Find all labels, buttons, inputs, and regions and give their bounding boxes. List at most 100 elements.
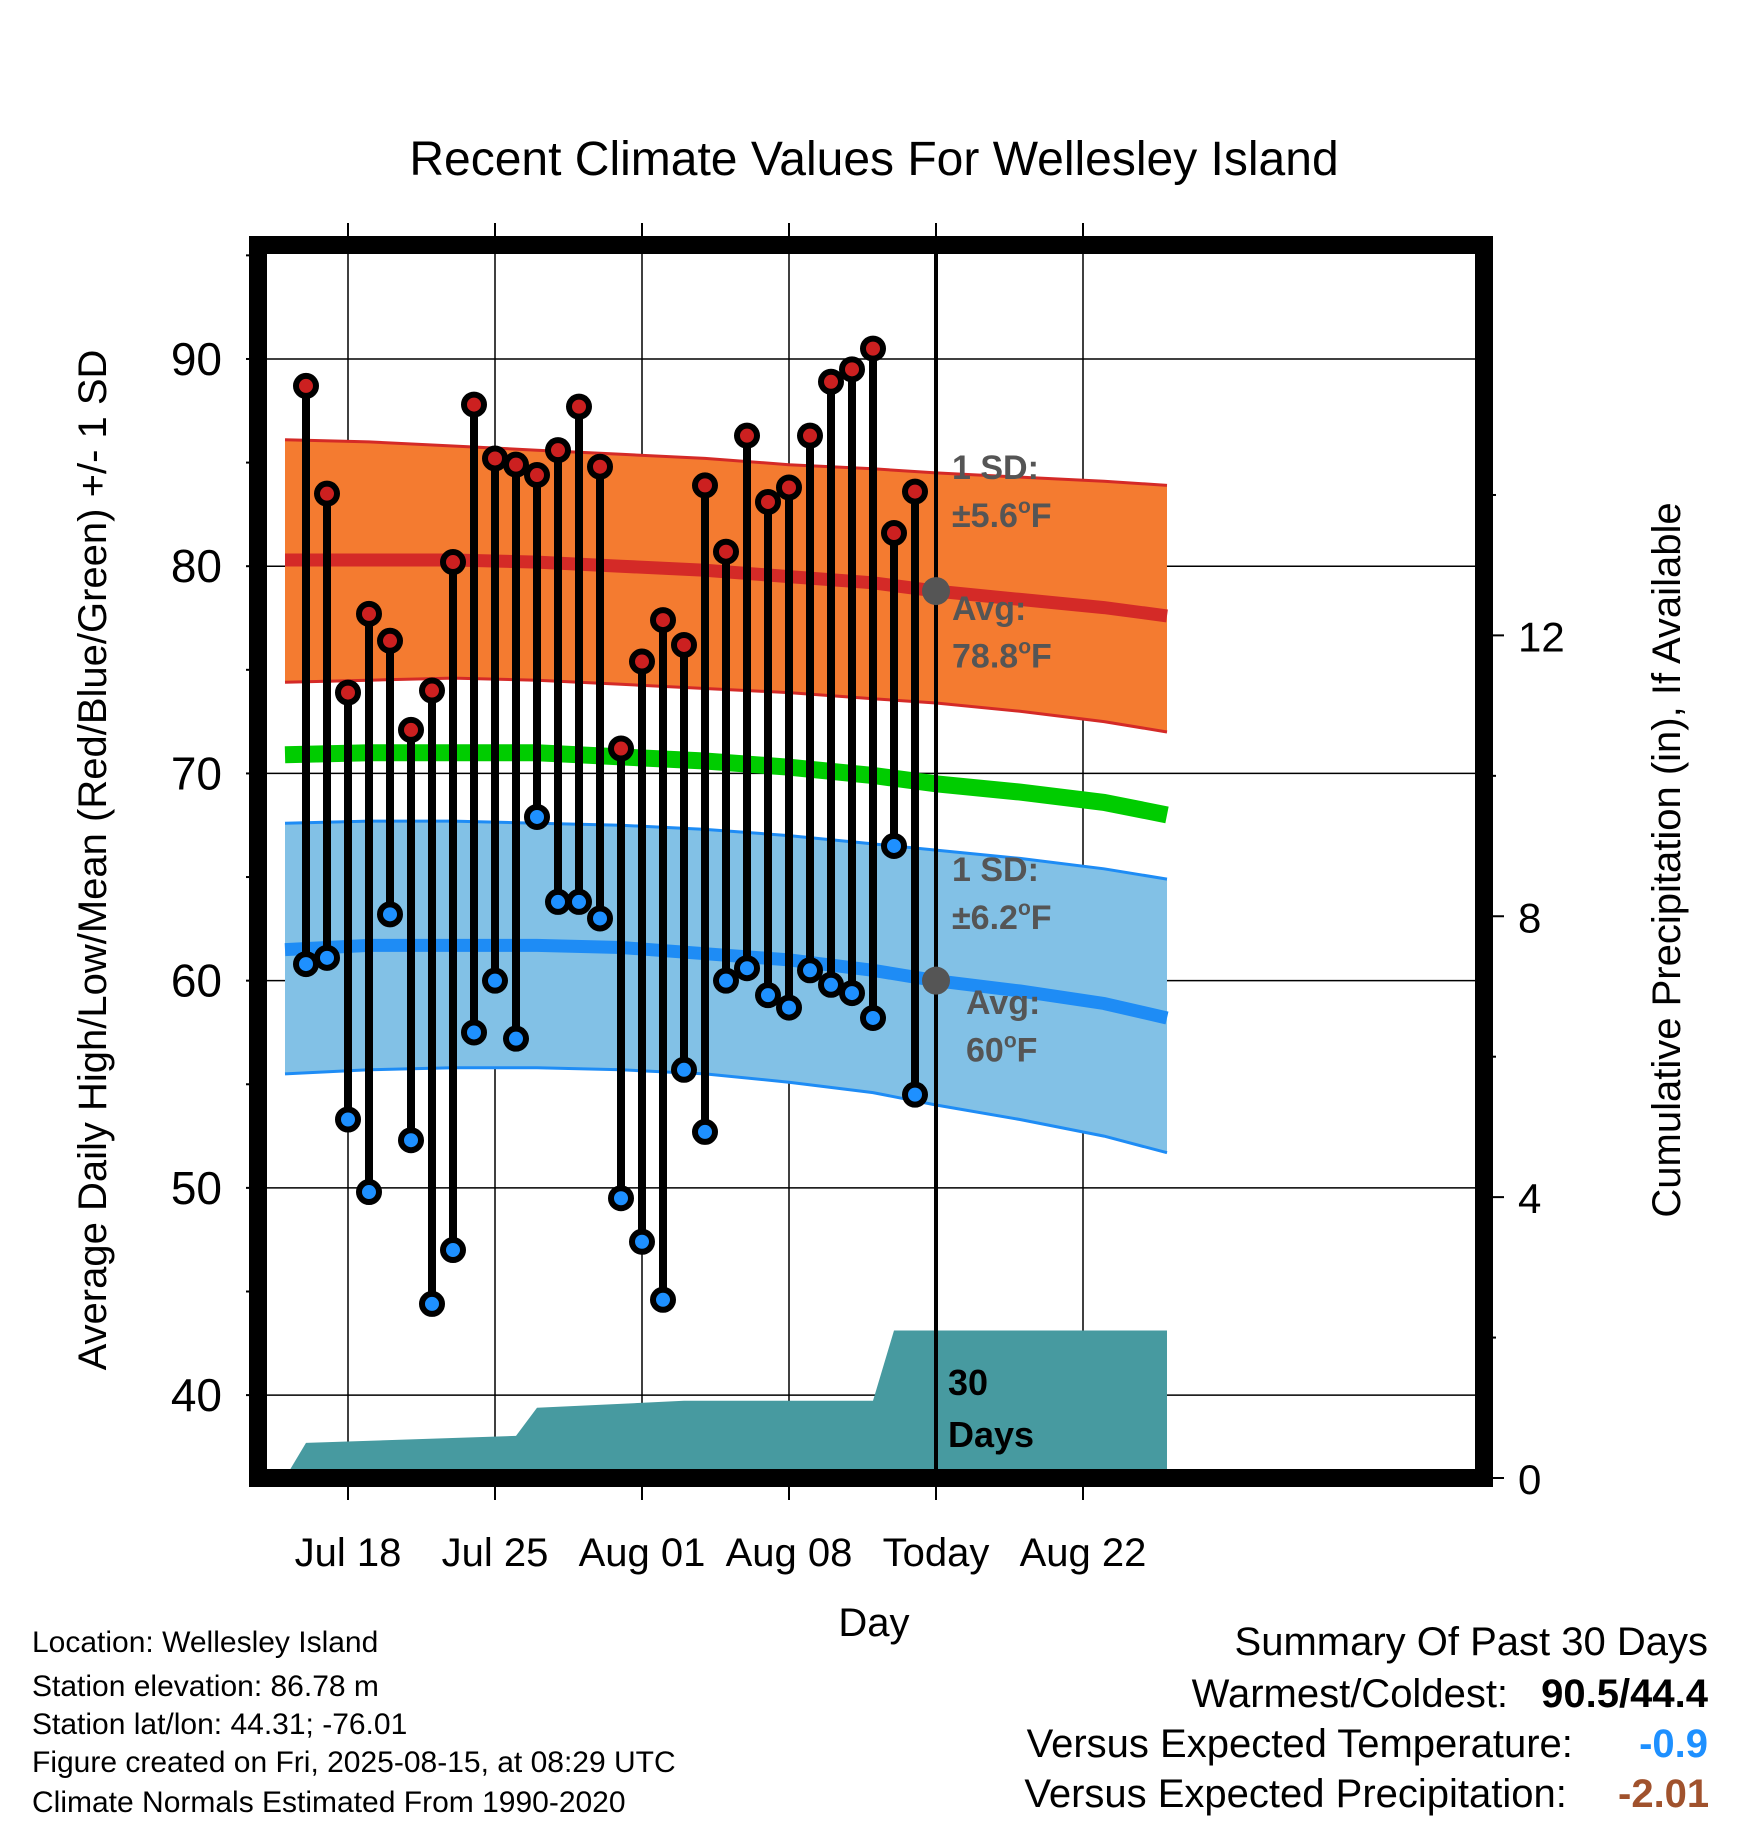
daily-high-marker [818,368,844,395]
days-count-label: 30 [948,1362,988,1403]
high-avg-value: 78.8oF [952,636,1052,676]
daily-low-marker [860,1004,886,1031]
x-tick-label: Aug 22 [1020,1531,1147,1575]
today-high-avg-marker [922,577,950,606]
daily-low-marker [440,1237,466,1264]
daily-high-marker [629,648,655,675]
daily-high-marker [755,488,781,515]
station-info: Location: Wellesley Island Station eleva… [0,1624,900,1828]
daily-low-marker [503,1025,529,1052]
warmest-coldest-label: Warmest/Coldest: [1191,1672,1509,1716]
daily-high-marker [461,391,487,418]
summary-title: Summary Of Past 30 Days [1234,1620,1708,1664]
daily-low-marker [461,1019,487,1046]
daily-low-marker [776,994,802,1021]
daily-low-marker [482,967,508,994]
y-tick-label: 90 [171,333,222,385]
precipitation-area [285,1330,1167,1478]
y2-axis-label: Cumulative Precipitation (in), If Availa… [1645,502,1689,1217]
daily-low-marker [755,982,781,1009]
daily-high-marker [692,472,718,499]
daily-low-marker [629,1228,655,1255]
temp-departure-label: Versus Expected Temperature: [1026,1722,1573,1766]
high-sd-value: ±5.6oF [952,495,1052,535]
x-axis-label: Day [838,1601,909,1645]
temp-departure-value: -0.9 [1639,1722,1708,1766]
x-tick-label: Jul 25 [442,1531,549,1575]
normals-period-text: Climate Normals Estimated From 1990-2020 [32,1786,626,1819]
daily-high-marker [356,600,382,627]
x-tick-label: Aug 08 [726,1531,853,1575]
plot-area [258,245,1484,1478]
daily-low-marker [902,1081,928,1108]
y-tick-label: 80 [171,540,222,592]
daily-high-marker [377,627,403,654]
low-avg-label: Avg: [966,984,1040,1022]
plot-frame [249,236,1493,1487]
daily-low-marker [713,967,739,994]
x-tick-label: Today [883,1531,990,1575]
location-text: Location: Wellesley Island [32,1626,379,1659]
y-tick-label: 60 [171,955,222,1007]
daily-low-marker [545,888,571,915]
daily-low-marker [356,1179,382,1206]
high-avg-label: Avg: [952,590,1026,628]
daily-high-marker [797,422,823,449]
precip-departure-label: Versus Expected Precipitation: [1024,1772,1567,1816]
daily-high-marker [650,607,676,634]
daily-high-marker [776,474,802,501]
daily-low-marker [671,1056,697,1083]
days-word-label: Days [948,1414,1034,1455]
daily-low-marker [524,803,550,830]
daily-low-marker [797,957,823,984]
daily-low-marker [734,955,760,982]
x-tick-label: Jul 18 [295,1531,402,1575]
daily-high-marker [902,478,928,505]
daily-low-marker [839,980,865,1007]
daily-low-marker [398,1127,424,1154]
y-tick-label: 40 [171,1369,222,1421]
temp-departure-row: Versus Expected Temperature: -0.9 [1027,1722,1708,1767]
daily-low-marker [314,944,340,971]
warmest-coldest-row: Warmest/Coldest: 90.5/44.4 [1192,1672,1708,1717]
elevation-text: Station elevation: 86.78 m [32,1670,379,1703]
daily-low-marker [566,888,592,915]
daily-low-marker [818,971,844,998]
daily-low-marker [650,1286,676,1313]
daily-high-marker [881,520,907,547]
y-axis-label: Average Daily High/Low/Mean (Red/Blue/Gr… [71,350,115,1371]
daily-high-marker [293,372,319,399]
y-tick-label: 70 [171,747,222,799]
daily-low-marker [293,951,319,978]
y2-tick-label: 8 [1518,894,1541,941]
daily-high-marker [314,480,340,507]
created-text: Figure created on Fri, 2025-08-15, at 08… [32,1746,676,1779]
low-sd-lower-edge [284,1066,1168,1155]
daily-low-marker [608,1185,634,1212]
daily-low-marker [692,1118,718,1145]
daily-high-marker [608,735,634,762]
latlon-text: Station lat/lon: 44.31; -76.01 [32,1708,408,1741]
x-tick-label: Aug 01 [579,1531,706,1575]
daily-high-marker [398,716,424,743]
y2-tick-label: 0 [1518,1456,1541,1503]
daily-low-marker [587,905,613,932]
daily-low-marker [377,901,403,928]
daily-high-marker [335,679,361,706]
high-sd-label: 1 SD: [952,449,1039,487]
daily-high-marker [713,538,739,565]
daily-low-marker [335,1106,361,1133]
daily-low-marker [881,832,907,859]
daily-high-marker [440,549,466,576]
low-sd-value: ±6.2oF [952,897,1052,937]
low-sd-label: 1 SD: [952,851,1039,889]
y-tick-label: 50 [171,1162,222,1214]
daily-high-marker [587,453,613,480]
chart-title: Recent Climate Values For Wellesley Isla… [409,133,1338,186]
daily-high-marker [419,677,445,704]
daily-high-marker [566,393,592,420]
today-low-avg-marker [922,966,950,995]
y2-tick-label: 12 [1518,613,1565,660]
daily-high-marker [545,437,571,464]
